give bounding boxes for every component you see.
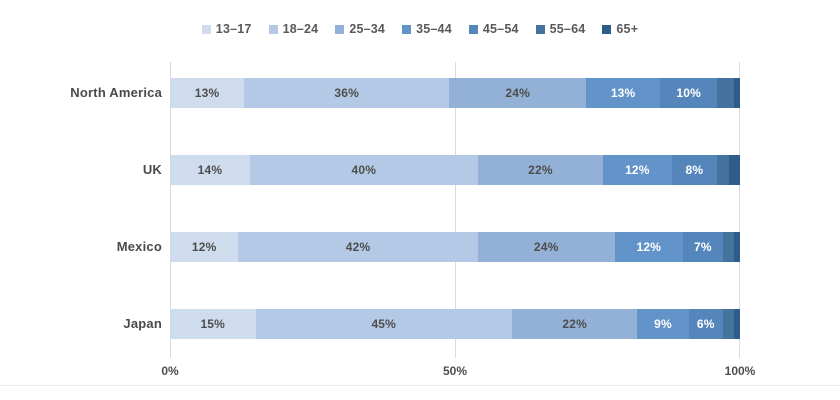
bar-segment: 15% — [170, 309, 256, 339]
bar-segment — [728, 155, 740, 185]
bar-segment: 45% — [255, 309, 512, 339]
category-label: UK — [142, 162, 162, 177]
legend-label: 13–17 — [215, 22, 252, 36]
bar-segment: 40% — [249, 155, 478, 185]
bar-segment-value: 24% — [505, 86, 530, 100]
bar-segment: 7% — [682, 232, 723, 262]
category-label: North America — [70, 85, 162, 100]
bar-segment-value: 7% — [694, 240, 712, 254]
legend-swatch-icon — [535, 24, 545, 34]
bar-segment — [722, 232, 735, 262]
bar-segment: 42% — [238, 232, 478, 262]
bar-segment — [722, 309, 735, 339]
bar-segment: 12% — [170, 232, 239, 262]
bar-segment — [734, 78, 740, 108]
legend-label: 55–64 — [549, 22, 586, 36]
bar-segment: 36% — [244, 78, 450, 108]
bar-segment-value: 22% — [562, 317, 587, 331]
bar-segment-value: 13% — [194, 86, 220, 100]
bar-segment-value: 14% — [197, 163, 223, 177]
legend-item: 65+ — [602, 22, 638, 36]
bar-segment — [734, 232, 740, 262]
gridline — [739, 62, 740, 358]
bar-segment-value: 10% — [676, 86, 701, 100]
bar-segment: 10% — [660, 78, 718, 108]
bar-segment-value: 22% — [528, 163, 553, 177]
legend-label: 35–44 — [416, 22, 452, 36]
bar-segment-value: 12% — [636, 240, 662, 254]
bar-segment-value: 24% — [533, 240, 559, 254]
plot-area: 13% 36% 24% 13% 10% 14% 40% 22% 12% 8% 12% 42% 24% 12… — [170, 62, 740, 358]
bar-segment — [717, 78, 735, 108]
legend-item: 45–54 — [468, 22, 519, 36]
legend-swatch-icon — [268, 24, 278, 34]
bar-segment-value: 45% — [371, 317, 397, 331]
legend-label: 25–34 — [349, 22, 386, 36]
legend: 13–17 18–24 25–34 35–44 45–54 55–64 65+ — [0, 22, 840, 36]
legend-item: 25–34 — [335, 22, 385, 36]
legend-swatch-icon — [402, 24, 412, 34]
bar-segment: 13% — [586, 78, 661, 108]
bar-segment — [734, 309, 740, 339]
gridline — [170, 62, 171, 358]
bar-segment-value: 40% — [351, 163, 377, 177]
legend-swatch-icon — [602, 24, 612, 34]
x-axis-tick-label: 50% — [442, 364, 468, 378]
bar-row: 14% 40% 22% 12% 8% — [170, 155, 740, 185]
x-axis-tick-label: 0% — [161, 364, 179, 378]
bar-segment-value: 12% — [191, 240, 217, 254]
bar-segment-value: 36% — [334, 86, 359, 100]
bar-segment: 8% — [671, 155, 718, 185]
legend-item: 18–24 — [268, 22, 319, 36]
bar-segment: 6% — [688, 309, 723, 339]
bar-segment: 12% — [614, 232, 683, 262]
bar-segment: 22% — [512, 309, 638, 339]
bar-row: 12% 42% 24% 12% 7% — [170, 232, 740, 262]
bar-segment-value: 15% — [200, 317, 226, 331]
bar-segment — [717, 155, 729, 185]
bar-row: 15% 45% 22% 9% 6% — [170, 309, 740, 339]
bar-segment: 14% — [170, 155, 250, 185]
bar-segment: 9% — [637, 309, 689, 339]
legend-label: 45–54 — [482, 22, 519, 36]
legend-label: 65+ — [616, 22, 639, 36]
bar-segment-value: 13% — [610, 86, 636, 100]
legend-swatch-icon — [335, 24, 345, 34]
bottom-divider — [0, 385, 840, 386]
bar-segment-value: 9% — [654, 317, 672, 331]
bar-row: 13% 36% 24% 13% 10% — [170, 78, 740, 108]
bar-segment-value: 8% — [685, 163, 704, 177]
bar-segment-value: 6% — [696, 317, 715, 331]
x-axis-tick-label: 100% — [724, 364, 756, 378]
legend-item: 55–64 — [535, 22, 586, 36]
category-label: Japan — [123, 316, 162, 331]
gridline — [455, 62, 456, 358]
legend-label: 18–24 — [282, 22, 319, 36]
legend-item: 13–17 — [201, 22, 252, 36]
bar-segment: 13% — [170, 78, 245, 108]
bar-segment-value: 12% — [625, 163, 650, 177]
bar-segment: 24% — [477, 232, 615, 262]
legend-item: 35–44 — [402, 22, 452, 36]
bar-segment: 22% — [477, 155, 604, 185]
category-label: Mexico — [116, 239, 162, 254]
bar-segment: 24% — [449, 78, 587, 108]
bar-segment-value: 42% — [345, 240, 371, 254]
legend-swatch-icon — [468, 24, 478, 34]
bar-segment: 12% — [603, 155, 672, 185]
legend-swatch-icon — [201, 24, 211, 34]
